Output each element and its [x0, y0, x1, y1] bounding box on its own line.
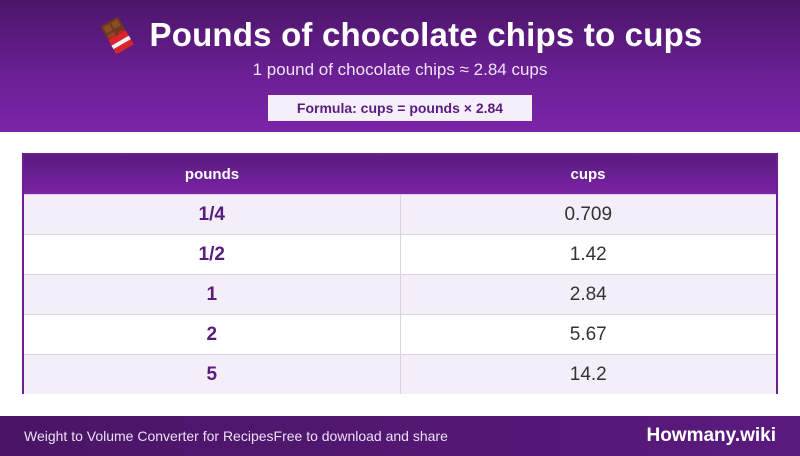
converter-link[interactable]: Weight to Volume Converter for Recipes: [24, 428, 274, 444]
footer-text: Weight to Volume Converter for RecipesFr…: [24, 416, 448, 456]
header-banner: Pounds of chocolate chips to cups 1 poun…: [0, 0, 800, 132]
pounds-cell: 2: [24, 315, 401, 354]
cups-cell: 5.67: [569, 324, 607, 345]
table-row: 1/4 0.709: [24, 194, 776, 234]
cups-cell: 2.84: [569, 284, 607, 305]
table-row: 1/2 1.42: [24, 234, 776, 274]
brand-logo-link[interactable]: Howmany.wiki: [646, 425, 776, 446]
title-row: Pounds of chocolate chips to cups: [0, 14, 800, 56]
cups-cell: 14.2: [569, 364, 607, 385]
table-row: 5 14.2: [24, 354, 776, 394]
page-title: Pounds of chocolate chips to cups: [149, 16, 703, 53]
subtitle: 1 pound of chocolate chips ≈ 2.84 cups: [252, 60, 548, 79]
column-header-pounds: pounds: [184, 166, 240, 183]
table-body: 1/4 0.709 1/2 1.42 1 2.84 2 5.67 5 14.2: [24, 194, 776, 394]
footer-bar: Weight to Volume Converter for RecipesFr…: [0, 416, 800, 456]
footer-subtext: Free to download and share: [273, 428, 448, 444]
pounds-cell: 1: [24, 275, 401, 314]
chocolate-bar-icon: [98, 15, 138, 55]
column-header-cups: cups: [570, 166, 606, 183]
pounds-cell: 1/2: [24, 235, 401, 274]
pounds-cell: 5: [24, 355, 401, 394]
conversion-table: pounds cups 1/4 0.709 1/2 1.42 1 2.84 2 …: [22, 153, 778, 394]
formula-badge: Formula: cups = pounds × 2.84: [268, 95, 532, 121]
table-row: 1 2.84: [24, 274, 776, 314]
pounds-cell: 1/4: [24, 195, 401, 234]
cups-cell: 1.42: [569, 244, 607, 265]
table-header: pounds cups: [24, 155, 776, 194]
cups-cell: 0.709: [564, 204, 613, 225]
table-row: 2 5.67: [24, 314, 776, 354]
